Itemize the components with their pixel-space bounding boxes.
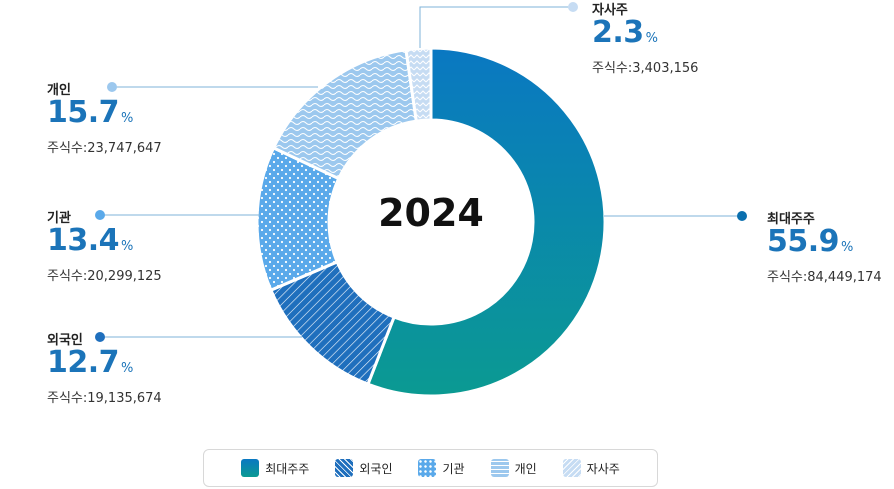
category-label-treasury: 자사주 — [592, 3, 628, 18]
percent-value: 15.7 — [47, 95, 120, 130]
legend-label: 기관 — [442, 461, 465, 476]
leader-dot-treasury — [568, 2, 578, 12]
leader-line-treasury — [419, 6, 573, 48]
percent-label-treasury: 2.3% — [592, 15, 658, 50]
percent-unit: % — [121, 239, 134, 254]
percent-unit: % — [645, 31, 659, 46]
legend-swatch — [335, 459, 354, 477]
legend-label: 자사주 — [586, 461, 620, 476]
percent-label-individual: 15.7% — [47, 95, 133, 130]
share-count-treasury: 주식수:3,403,156 — [592, 61, 699, 76]
percent-value: 12.7 — [47, 345, 120, 380]
legend-item-treasury: 자사주 — [562, 459, 620, 477]
percent-label-institution: 13.4% — [47, 223, 133, 258]
percent-value: 13.4 — [47, 223, 120, 258]
legend-swatch — [562, 459, 581, 477]
legend-label: 개인 — [514, 461, 537, 476]
legend-label: 외국인 — [359, 461, 393, 476]
percent-label-major-shareholder: 55.9% — [767, 224, 853, 259]
legend-swatch — [241, 459, 260, 477]
percent-unit: % — [841, 240, 854, 255]
share-count-individual: 주식수:23,747,647 — [47, 141, 162, 156]
percent-unit: % — [121, 361, 134, 376]
share-count-major-shareholder: 주식수:84,449,174 — [767, 270, 882, 285]
category-label-individual: 개인 — [47, 83, 71, 98]
category-label-institution: 기관 — [47, 211, 71, 226]
legend-swatch — [490, 459, 509, 477]
percent-unit: % — [121, 111, 134, 126]
percent-label-foreign: 12.7% — [47, 345, 133, 380]
percent-value: 55.9 — [767, 224, 840, 259]
leader-dot-major-shareholder — [737, 211, 747, 221]
legend-swatch — [418, 459, 437, 477]
leader-dot-institution — [95, 210, 105, 220]
share-count-institution: 주식수:20,299,125 — [47, 269, 162, 284]
percent-value: 2.3 — [592, 15, 644, 50]
legend-item-foreign: 외국인 — [335, 459, 392, 477]
leader-dot-individual — [107, 82, 117, 92]
slice-major-shareholder — [366, 46, 607, 398]
legend-item-institution: 기관 — [418, 459, 465, 477]
slice-treasury — [404, 46, 433, 123]
legend-item-major-shareholder: 최대주주 — [241, 459, 309, 477]
leader-dot-foreign — [95, 332, 105, 342]
legend: 최대주주 외국인 기관 개인 자사주 — [203, 449, 658, 487]
category-label-foreign: 외국인 — [47, 333, 83, 348]
center-year-label: 2024 — [378, 191, 484, 235]
slice-individual — [271, 48, 419, 181]
legend-item-individual: 개인 — [490, 459, 537, 477]
legend-label: 최대주주 — [265, 461, 310, 476]
category-label-major-shareholder: 최대주주 — [767, 212, 815, 227]
share-count-foreign: 주식수:19,135,674 — [47, 391, 162, 406]
